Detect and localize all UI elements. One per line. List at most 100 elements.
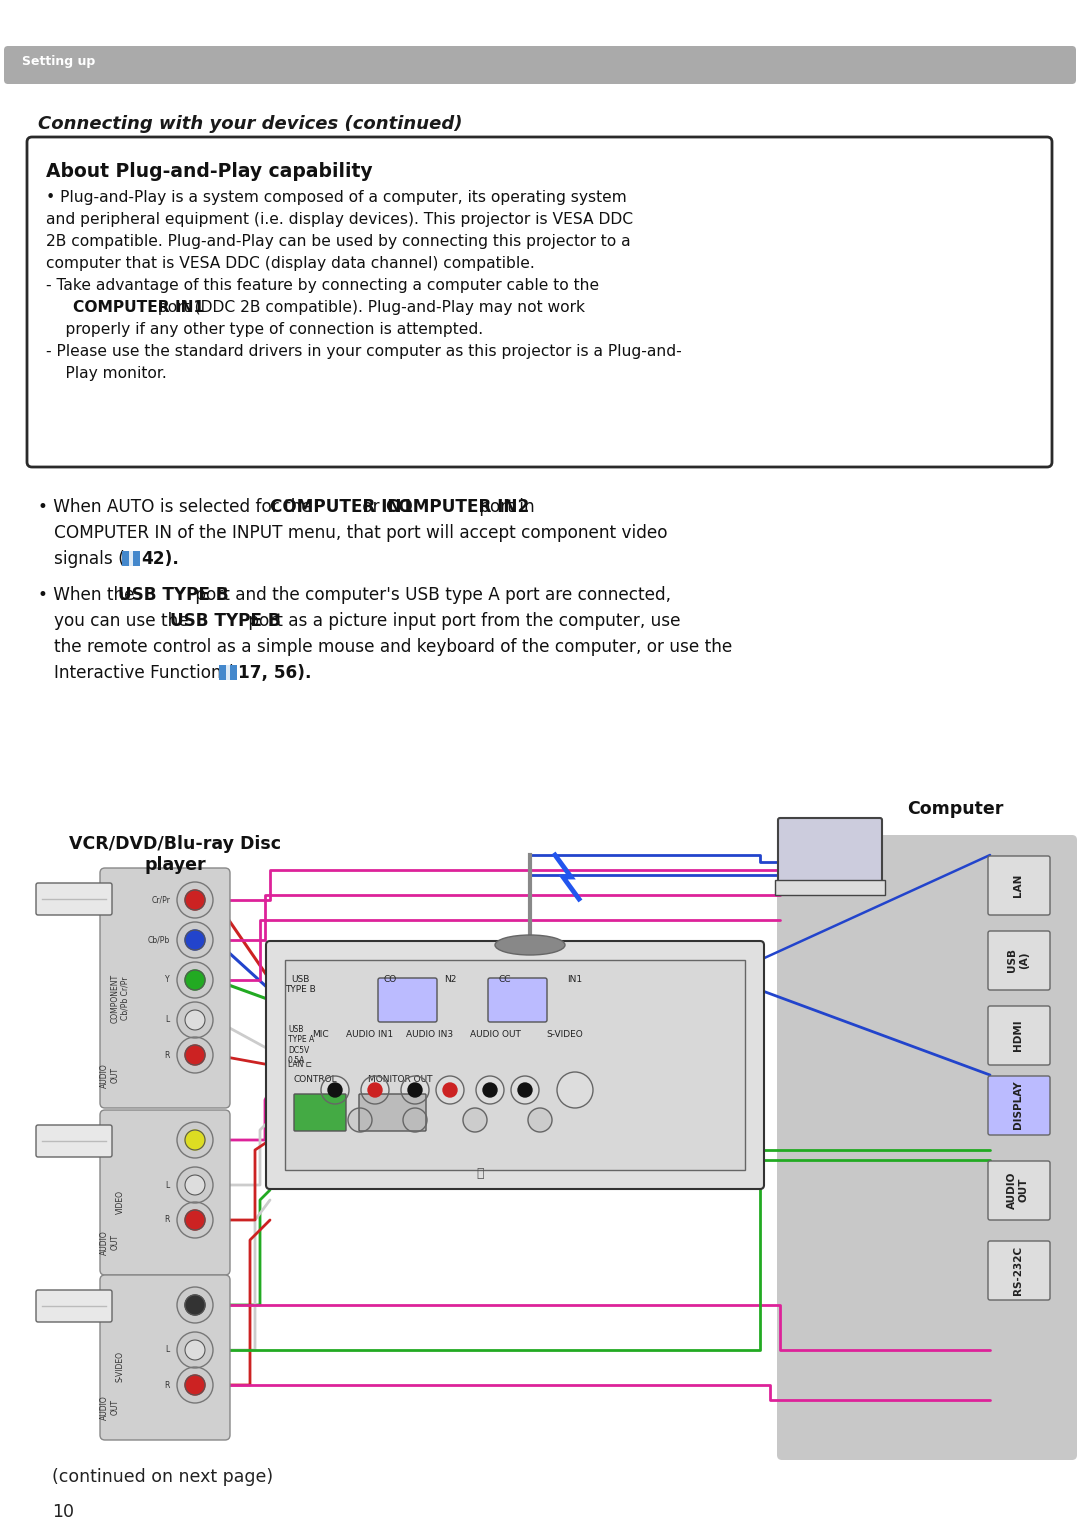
Text: USB
TYPE A
DC5V
0.5A: USB TYPE A DC5V 0.5A [288,1024,314,1066]
FancyBboxPatch shape [4,46,1076,84]
FancyBboxPatch shape [988,856,1050,914]
Text: AUDIO
OUT: AUDIO OUT [100,1063,120,1087]
Text: Cb/Pb: Cb/Pb [148,936,170,945]
Text: L: L [165,1015,170,1024]
Text: S-VIDEO: S-VIDEO [546,1031,583,1040]
Circle shape [177,1202,213,1238]
Circle shape [185,1339,205,1359]
Text: R: R [164,1050,170,1060]
FancyBboxPatch shape [100,868,230,1109]
Circle shape [185,890,205,910]
Text: USB
(A): USB (A) [1008,948,1029,972]
Text: port in: port in [473,498,535,515]
Text: R: R [164,1381,170,1390]
Text: LAN: LAN [1013,873,1023,896]
Text: VIDEO: VIDEO [116,1190,124,1214]
Text: the remote control as a simple mouse and keyboard of the computer, or use the: the remote control as a simple mouse and… [54,638,732,656]
Text: Connecting with your devices (continued): Connecting with your devices (continued) [38,115,462,133]
FancyBboxPatch shape [778,818,882,882]
FancyBboxPatch shape [988,1006,1050,1066]
Circle shape [185,1209,205,1229]
FancyBboxPatch shape [294,1095,346,1131]
FancyBboxPatch shape [488,979,546,1021]
Circle shape [185,1295,205,1315]
Circle shape [403,1109,427,1131]
Circle shape [177,1037,213,1073]
Circle shape [177,1287,213,1323]
FancyBboxPatch shape [988,1076,1050,1135]
Circle shape [177,1001,213,1038]
Text: AUDIO
OUT: AUDIO OUT [100,1229,120,1255]
Text: COMPONENT
Cb/Pb Cr/Pr: COMPONENT Cb/Pb Cr/Pr [110,974,130,1023]
Text: 10: 10 [52,1503,75,1521]
Text: USB
TYPE B: USB TYPE B [285,976,315,994]
Circle shape [518,1083,532,1096]
Circle shape [185,1375,205,1394]
Circle shape [476,1076,504,1104]
FancyBboxPatch shape [378,979,437,1021]
Text: AUDIO OUT: AUDIO OUT [470,1031,521,1040]
FancyBboxPatch shape [777,835,1077,1460]
FancyBboxPatch shape [36,1125,112,1157]
Text: CO: CO [383,976,396,985]
Text: COMPUTER IN1: COMPUTER IN1 [270,498,414,515]
Text: properly if any other type of connection is attempted.: properly if any other type of connection… [46,323,483,336]
Text: COMPUTER IN2: COMPUTER IN2 [387,498,530,515]
Text: AUDIO
OUT: AUDIO OUT [1008,1171,1029,1209]
Text: - Take advantage of this feature by connecting a computer cable to the: - Take advantage of this feature by conn… [46,278,599,294]
Circle shape [185,1044,205,1066]
Text: Computer: Computer [907,800,1003,818]
Text: port as a picture input port from the computer, use: port as a picture input port from the co… [243,612,680,630]
Circle shape [328,1083,342,1096]
Text: - Please use the standard drivers in your computer as this projector is a Plug-a: - Please use the standard drivers in you… [46,344,681,359]
Text: 🔒: 🔒 [476,1167,484,1180]
Text: Y: Y [165,976,170,985]
Text: AUDIO IN3: AUDIO IN3 [406,1031,454,1040]
Text: About Plug-and-Play capability: About Plug-and-Play capability [46,162,373,180]
FancyBboxPatch shape [36,884,112,914]
Circle shape [185,1011,205,1031]
Text: R: R [164,1216,170,1225]
FancyBboxPatch shape [100,1275,230,1440]
Text: • When AUTO is selected for the: • When AUTO is selected for the [38,498,318,515]
Text: • Plug-and-Play is a system composed of a computer, its operating system: • Plug-and-Play is a system composed of … [46,190,626,205]
FancyBboxPatch shape [988,1161,1050,1220]
Circle shape [528,1109,552,1131]
Text: N2: N2 [444,976,456,985]
FancyBboxPatch shape [988,1242,1050,1300]
Circle shape [511,1076,539,1104]
Text: Play monitor.: Play monitor. [46,365,166,381]
Circle shape [177,882,213,917]
Text: AUDIO IN1: AUDIO IN1 [347,1031,393,1040]
Circle shape [368,1083,382,1096]
Circle shape [463,1109,487,1131]
Circle shape [185,1130,205,1150]
Text: S-VIDEO: S-VIDEO [116,1352,124,1382]
FancyBboxPatch shape [219,665,237,680]
Text: AUDIO
OUT: AUDIO OUT [100,1394,120,1420]
FancyBboxPatch shape [36,1290,112,1323]
Text: 42).: 42). [141,550,179,567]
FancyBboxPatch shape [285,960,745,1170]
Text: CONTROL: CONTROL [293,1075,337,1084]
Text: (continued on next page): (continued on next page) [52,1468,273,1486]
Text: Interactive Function (: Interactive Function ( [54,664,233,682]
FancyBboxPatch shape [988,931,1050,989]
FancyBboxPatch shape [266,940,764,1190]
Circle shape [321,1076,349,1104]
FancyBboxPatch shape [775,881,885,894]
Text: HDMI: HDMI [1013,1020,1023,1050]
Circle shape [483,1083,497,1096]
FancyBboxPatch shape [359,1095,426,1131]
Text: VCR/DVD/Blu-ray Disc
player: VCR/DVD/Blu-ray Disc player [69,835,281,873]
Text: computer that is VESA DDC (display data channel) compatible.: computer that is VESA DDC (display data … [46,255,535,271]
FancyBboxPatch shape [100,1110,230,1275]
Circle shape [185,1174,205,1196]
Text: signals (: signals ( [54,550,125,567]
Circle shape [361,1076,389,1104]
Text: Cr/Pr: Cr/Pr [151,896,170,905]
Text: 17, 56).: 17, 56). [238,664,311,682]
Text: DISPLAY: DISPLAY [1013,1081,1023,1130]
Text: MIC: MIC [312,1031,328,1040]
Text: LAN ⊏: LAN ⊏ [288,1060,312,1069]
